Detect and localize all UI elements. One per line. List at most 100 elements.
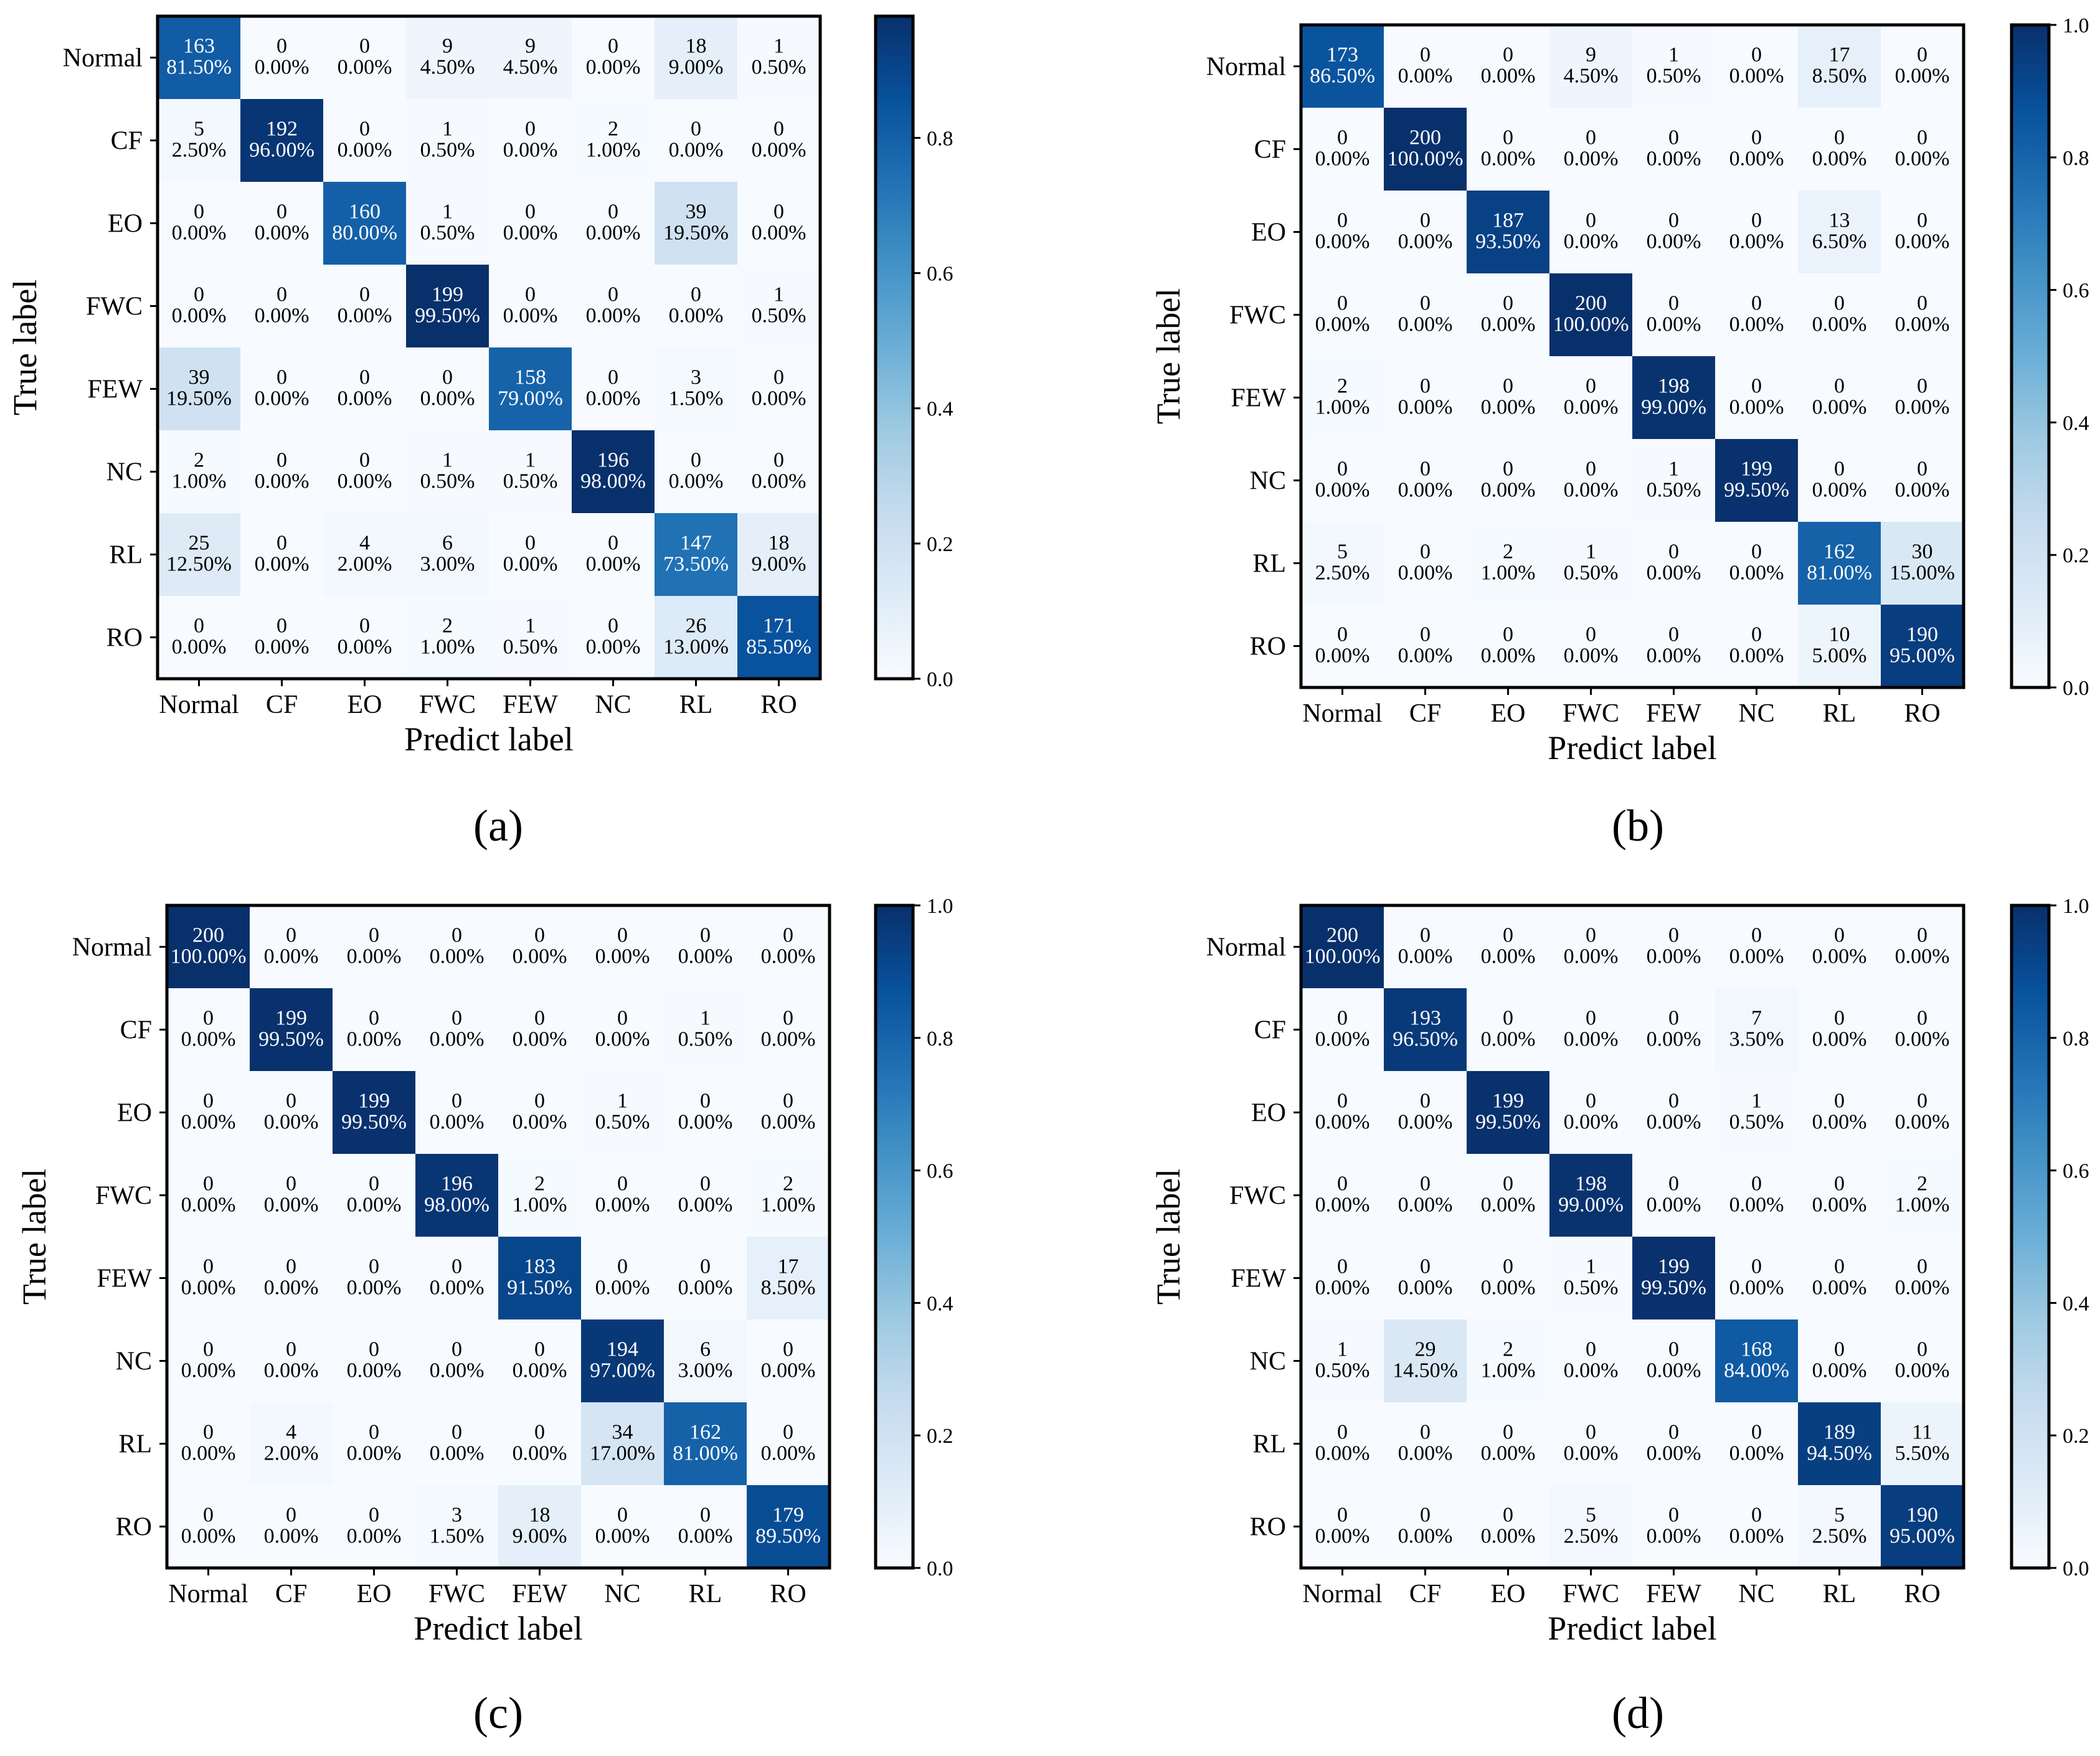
matrix-cell [240,182,324,265]
cell-count-label: 0 [691,449,701,472]
colorbar-tick-label: 0.0 [927,668,953,691]
cell-count-label: 0 [277,449,287,472]
cell-count-label: 0 [1586,623,1596,646]
matrix-cell [1798,25,1881,108]
cell-percent-label: 0.00% [430,1442,485,1465]
colorbar-frame [874,904,915,1570]
matrix-cell [167,1402,250,1486]
cell-count-label: 0 [286,1173,296,1196]
cell-count-label: 17 [778,1255,799,1278]
cell-count-label: 199 [275,1007,307,1030]
cell-percent-label: 0.00% [1398,230,1453,253]
cell-count-label: 18 [686,35,707,58]
matrix-cell [406,16,490,100]
cell-percent-label: 8.50% [761,1277,816,1300]
matrix-cell [1384,905,1467,989]
cell-percent-label: 0.00% [1481,1194,1536,1217]
cell-percent-label: 1.00% [1315,396,1370,419]
cell-count-label: 0 [1503,1007,1513,1030]
cell-percent-label: 93.50% [1475,230,1541,253]
matrix-cell [1467,605,1550,688]
cell-percent-label: 2.00% [264,1442,319,1465]
matrix-cell [655,16,738,100]
matrix-cell [1632,273,1716,357]
cell-count-label: 0 [773,118,784,141]
colorbar-tick-label: 0.6 [2063,280,2089,303]
cell-percent-label: 0.00% [1647,945,1701,968]
matrix-cell [1549,605,1633,688]
cell-percent-label: 0.00% [513,1028,567,1051]
cell-percent-label: 0.00% [761,1442,816,1465]
cell-count-label: 0 [700,1255,711,1278]
cell-percent-label: 0.00% [1315,1277,1370,1300]
matrix-cell [572,99,655,182]
cell-count-label: 0 [608,532,618,555]
matrix-cell [1467,1237,1550,1320]
x-tick-label: EO [1491,1580,1526,1608]
cell-count-label: 0 [1917,292,1927,315]
cell-count-label: 0 [369,1173,379,1196]
cell-percent-label: 0.00% [1564,1111,1619,1134]
matrix-frame [1299,904,1965,1570]
cell-count-label: 199 [1492,1090,1524,1113]
cell-count-label: 0 [534,1338,545,1361]
cell-percent-label: 0.00% [255,387,310,410]
cell-count-label: 0 [1420,458,1431,481]
matrix-cell [581,1071,665,1154]
cell-percent-label: 0.00% [1481,945,1536,968]
cell-percent-label: 100.00% [171,945,247,968]
cell-count-label: 0 [1834,1090,1845,1113]
cell-percent-label: 0.00% [1812,1359,1867,1382]
cell-count-label: 0 [700,924,711,947]
matrix-cell [655,265,738,348]
cell-percent-label: 0.50% [420,222,475,245]
cell-count-label: 1 [525,615,536,638]
cell-count-label: 1 [773,283,784,306]
cell-percent-label: 3.50% [1729,1028,1784,1051]
cell-count-label: 0 [286,1504,296,1527]
y-axis-label: True label [6,280,44,415]
y-tick-label: RL [1252,550,1286,578]
colorbar-tick-label: 0.4 [927,398,953,421]
cell-percent-label: 98.00% [580,470,646,493]
cell-count-label: 1 [442,118,453,141]
matrix-cell [1881,605,1964,688]
cell-count-label: 1 [1668,44,1679,67]
cell-count-label: 194 [607,1338,638,1361]
matrix-cell [572,265,655,348]
cell-percent-label: 0.00% [669,470,724,493]
y-tick-label: RO [1250,1513,1286,1542]
cell-count-label: 0 [359,366,370,389]
matrix-cell [1467,191,1550,274]
cell-percent-label: 19.50% [663,222,729,245]
matrix-cell [1881,988,1964,1072]
cell-count-label: 6 [700,1338,711,1361]
cell-count-label: 0 [1337,209,1348,232]
cell-count-label: 162 [689,1421,721,1444]
cell-percent-label: 0.50% [420,139,475,162]
cell-count-label: 0 [773,201,784,224]
matrix-cell [167,905,250,989]
cell-percent-label: 0.00% [1812,1277,1867,1300]
matrix-cell [1467,1154,1550,1237]
cell-count-label: 18 [769,532,790,555]
cell-percent-label: 2.00% [338,553,392,576]
matrix-cell [167,1319,250,1403]
cell-percent-label: 0.00% [1729,1525,1784,1548]
matrix-cell [1632,522,1716,605]
cell-percent-label: 3.00% [678,1359,733,1382]
cell-percent-label: 0.00% [1647,1028,1701,1051]
cell-percent-label: 0.00% [420,387,475,410]
cell-count-label: 193 [1409,1007,1441,1030]
y-tick-label: EO [1251,1099,1286,1128]
cell-count-label: 0 [277,35,287,58]
cell-percent-label: 91.50% [507,1277,572,1300]
cell-percent-label: 0.00% [1812,1194,1867,1217]
cell-percent-label: 0.00% [1647,1111,1701,1134]
cell-percent-label: 0.00% [1315,1442,1370,1465]
cell-count-label: 0 [1503,458,1513,481]
cell-percent-label: 96.00% [249,139,315,162]
cell-count-label: 1 [1586,540,1596,564]
cell-percent-label: 0.00% [513,1111,567,1134]
cell-count-label: 0 [1586,924,1596,947]
